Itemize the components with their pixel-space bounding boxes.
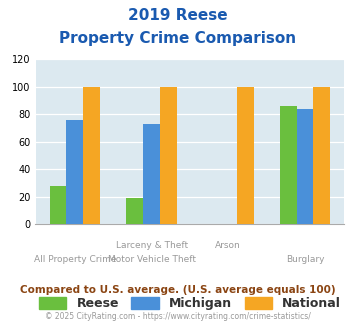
Text: Compared to U.S. average. (U.S. average equals 100): Compared to U.S. average. (U.S. average … — [20, 285, 335, 295]
Bar — [50, 186, 66, 224]
Text: Arson: Arson — [215, 241, 241, 250]
Bar — [126, 198, 143, 224]
Bar — [83, 87, 100, 224]
Text: Property Crime Comparison: Property Crime Comparison — [59, 31, 296, 46]
Bar — [160, 87, 177, 224]
Bar — [296, 109, 313, 224]
Text: All Property Crime: All Property Crime — [34, 255, 116, 264]
Legend: Reese, Michigan, National: Reese, Michigan, National — [35, 293, 345, 314]
Text: Burglary: Burglary — [286, 255, 324, 264]
Bar — [143, 124, 160, 224]
Bar — [280, 106, 296, 224]
Text: 2019 Reese: 2019 Reese — [128, 8, 227, 23]
Text: © 2025 CityRating.com - https://www.cityrating.com/crime-statistics/: © 2025 CityRating.com - https://www.city… — [45, 312, 310, 321]
Bar — [66, 120, 83, 224]
Bar — [313, 87, 330, 224]
Text: Larceny & Theft: Larceny & Theft — [115, 241, 188, 250]
Bar — [237, 87, 253, 224]
Text: Motor Vehicle Theft: Motor Vehicle Theft — [108, 255, 196, 264]
